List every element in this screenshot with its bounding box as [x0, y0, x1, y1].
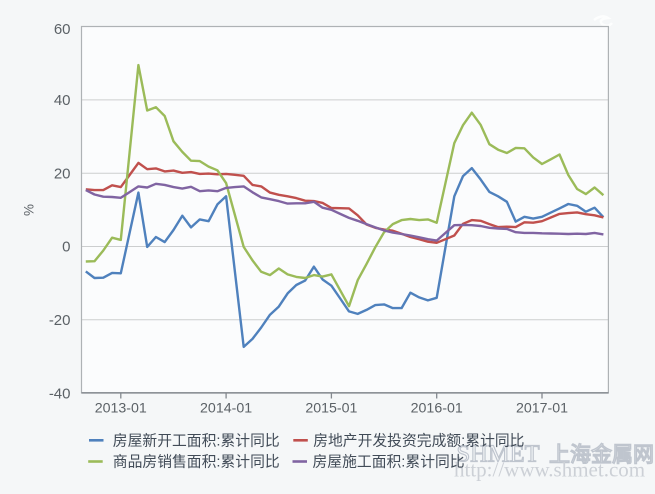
svg-text:60: 60 [54, 21, 71, 38]
svg-text:2014-01: 2014-01 [200, 400, 252, 416]
svg-text:房地产开发投资完成额:累计同比: 房地产开发投资完成额:累计同比 [313, 432, 524, 449]
svg-text:上海金属网: 上海金属网 [549, 443, 654, 467]
svg-text:0: 0 [62, 239, 70, 256]
svg-text:http://www.shmet.com: http://www.shmet.com [454, 458, 645, 482]
svg-text:2016-01: 2016-01 [411, 400, 463, 416]
svg-text:SHMET: SHMET [457, 441, 540, 468]
svg-text:房屋施工面积:累计同比: 房屋施工面积:累计同比 [313, 454, 465, 471]
svg-text:2015-01: 2015-01 [305, 400, 357, 416]
svg-text:20: 20 [54, 165, 71, 182]
svg-text:-20: -20 [49, 312, 71, 329]
svg-text:2013-01: 2013-01 [95, 400, 147, 416]
svg-text:%: % [22, 204, 37, 216]
svg-text:2017-01: 2017-01 [516, 400, 568, 416]
svg-text:房屋新开工面积:累计同比: 房屋新开工面积:累计同比 [113, 432, 280, 449]
svg-text:40: 40 [54, 92, 71, 109]
svg-text:商品房销售面积:累计同比: 商品房销售面积:累计同比 [113, 454, 280, 471]
svg-text:-40: -40 [49, 385, 71, 402]
